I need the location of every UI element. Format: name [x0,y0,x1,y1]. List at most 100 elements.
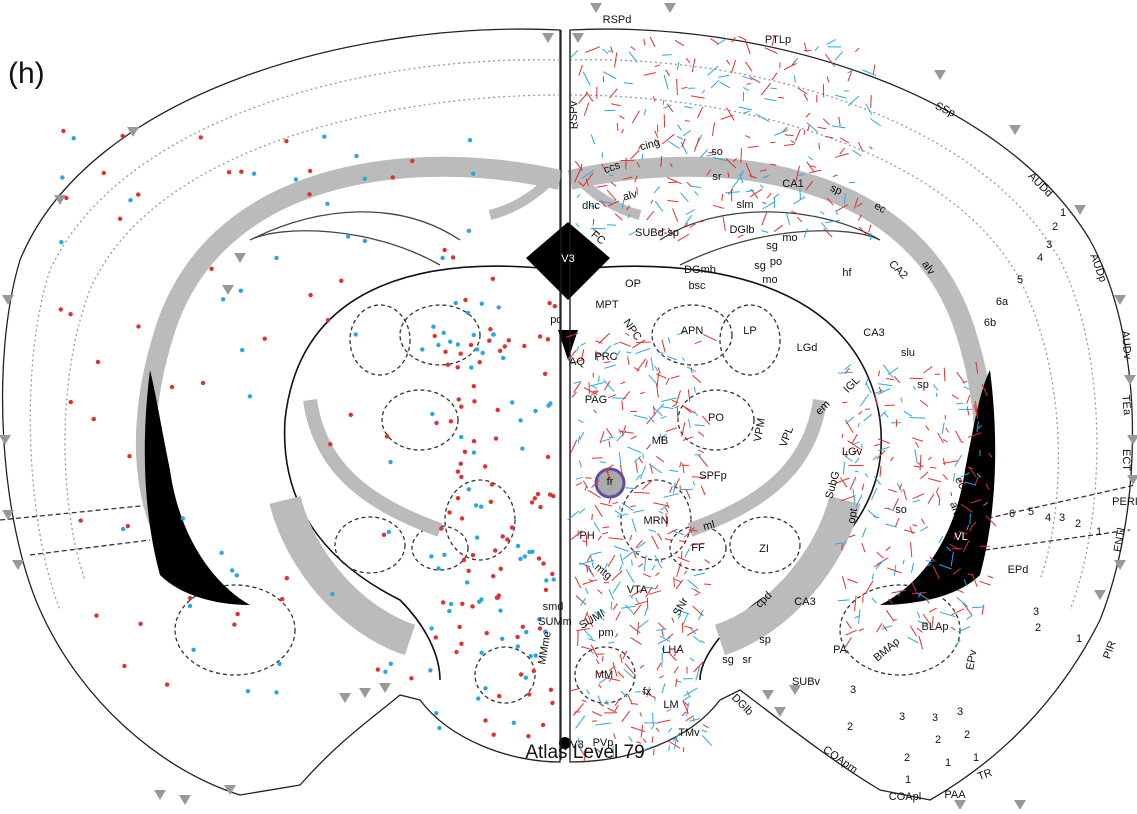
region-label: FF [691,542,705,554]
fiber-stroke [619,452,621,464]
fiber-stroke [596,659,599,663]
fiber-stroke [629,736,633,741]
fiber-stroke [916,442,919,448]
cell-dot [248,394,252,398]
cell-dot [294,177,298,181]
fiber-stroke [841,496,856,501]
fiber-stroke [896,419,897,426]
region-label: 6 [1009,508,1015,520]
fiber-stroke [694,425,704,426]
region-label: 3 [932,712,938,724]
cell-dot [454,650,458,654]
fiber-stroke [686,210,695,215]
cell-dot [478,360,482,364]
cell-dot [530,550,534,554]
cell-dot [503,344,507,348]
cell-dot [527,692,531,696]
fiber-stroke [862,543,865,552]
fiber-stroke [644,109,646,115]
fiber-stroke [622,711,630,722]
cell-dot [480,302,484,306]
fiber-stroke [635,348,650,353]
fiber-stroke [878,439,890,444]
fiber-stroke [634,415,648,418]
region-label: 4 [1037,252,1043,264]
region-label: PAG [585,394,607,406]
cell-dot [382,533,386,537]
cell-dot [505,537,509,541]
cell-dot [122,664,126,668]
fiber-stroke [667,104,673,112]
fiber-stroke [685,121,690,122]
fiber-stroke [847,579,857,583]
fiber-stroke [703,725,709,728]
cell-dot [550,701,554,705]
fiber-stroke [578,631,579,646]
cell-dot [496,408,500,412]
cell-dot [449,419,453,423]
fiber-stroke [943,461,958,464]
cell-dot [538,334,542,338]
cell-dot [497,305,501,309]
fiber-stroke [917,612,920,618]
fiber-stroke [844,91,849,92]
cell-dot [376,667,380,671]
fiber-stroke [608,395,616,398]
fiber-stroke [848,70,854,73]
cell-dot [240,348,244,352]
labels: RSPdPTLpSSpAUDdAUDpAUDvTEaECTPERIENTlPIR… [536,14,1137,803]
cell-dot [191,648,195,652]
fiber-stroke [957,590,963,593]
fiber-stroke [922,519,925,525]
fiber-stroke [631,47,636,50]
cell-dot [479,505,483,509]
fiber-stroke [623,651,627,660]
fiber-stroke [690,658,694,661]
region-label: VL [954,531,967,543]
region-label: 3 [1046,239,1052,251]
fiber-stroke [687,182,691,186]
region-label: sg [722,654,734,666]
cell-dot [165,682,169,686]
arrow-marker [379,683,391,693]
region-label: MPT [595,299,619,311]
fiber-stroke [586,92,593,101]
region-label: 6b [984,317,996,329]
cell-dot [274,690,278,694]
region-label: MM [595,669,613,681]
arrow-marker [359,688,371,698]
cell-dot [483,686,487,690]
cell-dot [429,626,433,630]
cell-dot [59,307,63,311]
cell-dot [463,450,467,454]
region-label: RSPd [603,14,632,26]
panel-label: (h) [8,57,45,90]
fiber-stroke [639,458,642,463]
fiber-stroke [631,704,638,705]
region-label: PAA [944,789,966,801]
cell-dot [429,554,433,558]
fiber-stroke [640,392,645,393]
cell-dot [512,721,516,725]
cell-dot [471,172,475,176]
fiber-stroke [666,378,669,385]
cell-dot [349,413,353,417]
fiber-stroke [636,474,640,480]
cell-dot [472,384,476,388]
cell-dot [475,535,479,539]
cell-dot [548,401,552,405]
fiber-stroke [908,637,919,643]
fiber-stroke [594,522,600,531]
fiber-stroke [682,358,684,361]
fiber-stroke [619,342,631,346]
region-label: so [895,504,907,516]
cell-dot [61,129,65,133]
region-label: sg [766,240,778,252]
cell-dot [387,530,391,534]
fiber-stroke [654,186,660,193]
fiber-stroke [621,382,625,384]
cell-dot [232,622,236,626]
fiber-stroke [791,141,795,144]
region-label: slu [901,347,915,359]
fiber-stroke [743,87,748,90]
